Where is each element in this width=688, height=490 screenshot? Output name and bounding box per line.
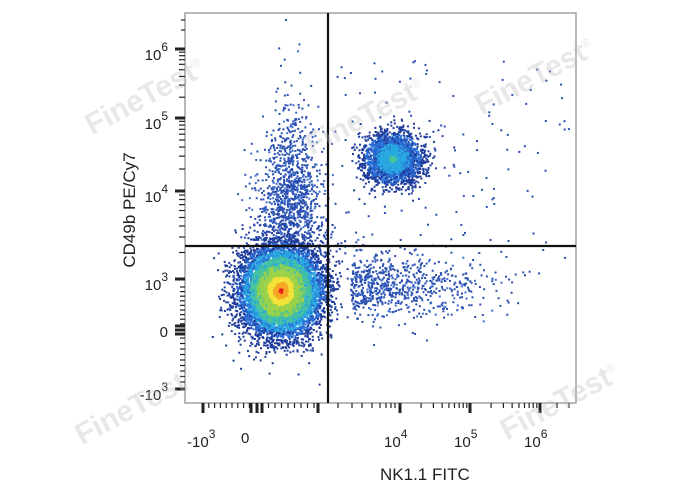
x-axis-ticks: [201, 403, 570, 413]
y-tick-label: -103: [139, 380, 168, 404]
plot-frame: [184, 12, 577, 404]
y-axis-title: CD49b PE/Cy7: [120, 152, 139, 268]
y-axis-ticks: [175, 19, 185, 391]
density-clusters: [211, 115, 456, 386]
y-tick-label: 104: [144, 182, 168, 206]
y-tick-label: 0: [159, 324, 168, 341]
x-tick-label: 105: [454, 427, 478, 451]
x-tick-label: -103: [187, 427, 216, 451]
x-tick-label: 104: [384, 427, 408, 451]
y-tick-label: 106: [144, 40, 168, 64]
x-tick-label: 0: [241, 430, 250, 447]
x-tick-label: 106: [524, 427, 548, 451]
x-axis-title: NK1.1 FITC: [380, 465, 470, 484]
y-tick-label: 105: [144, 109, 168, 133]
y-tick-label: 103: [144, 270, 168, 294]
